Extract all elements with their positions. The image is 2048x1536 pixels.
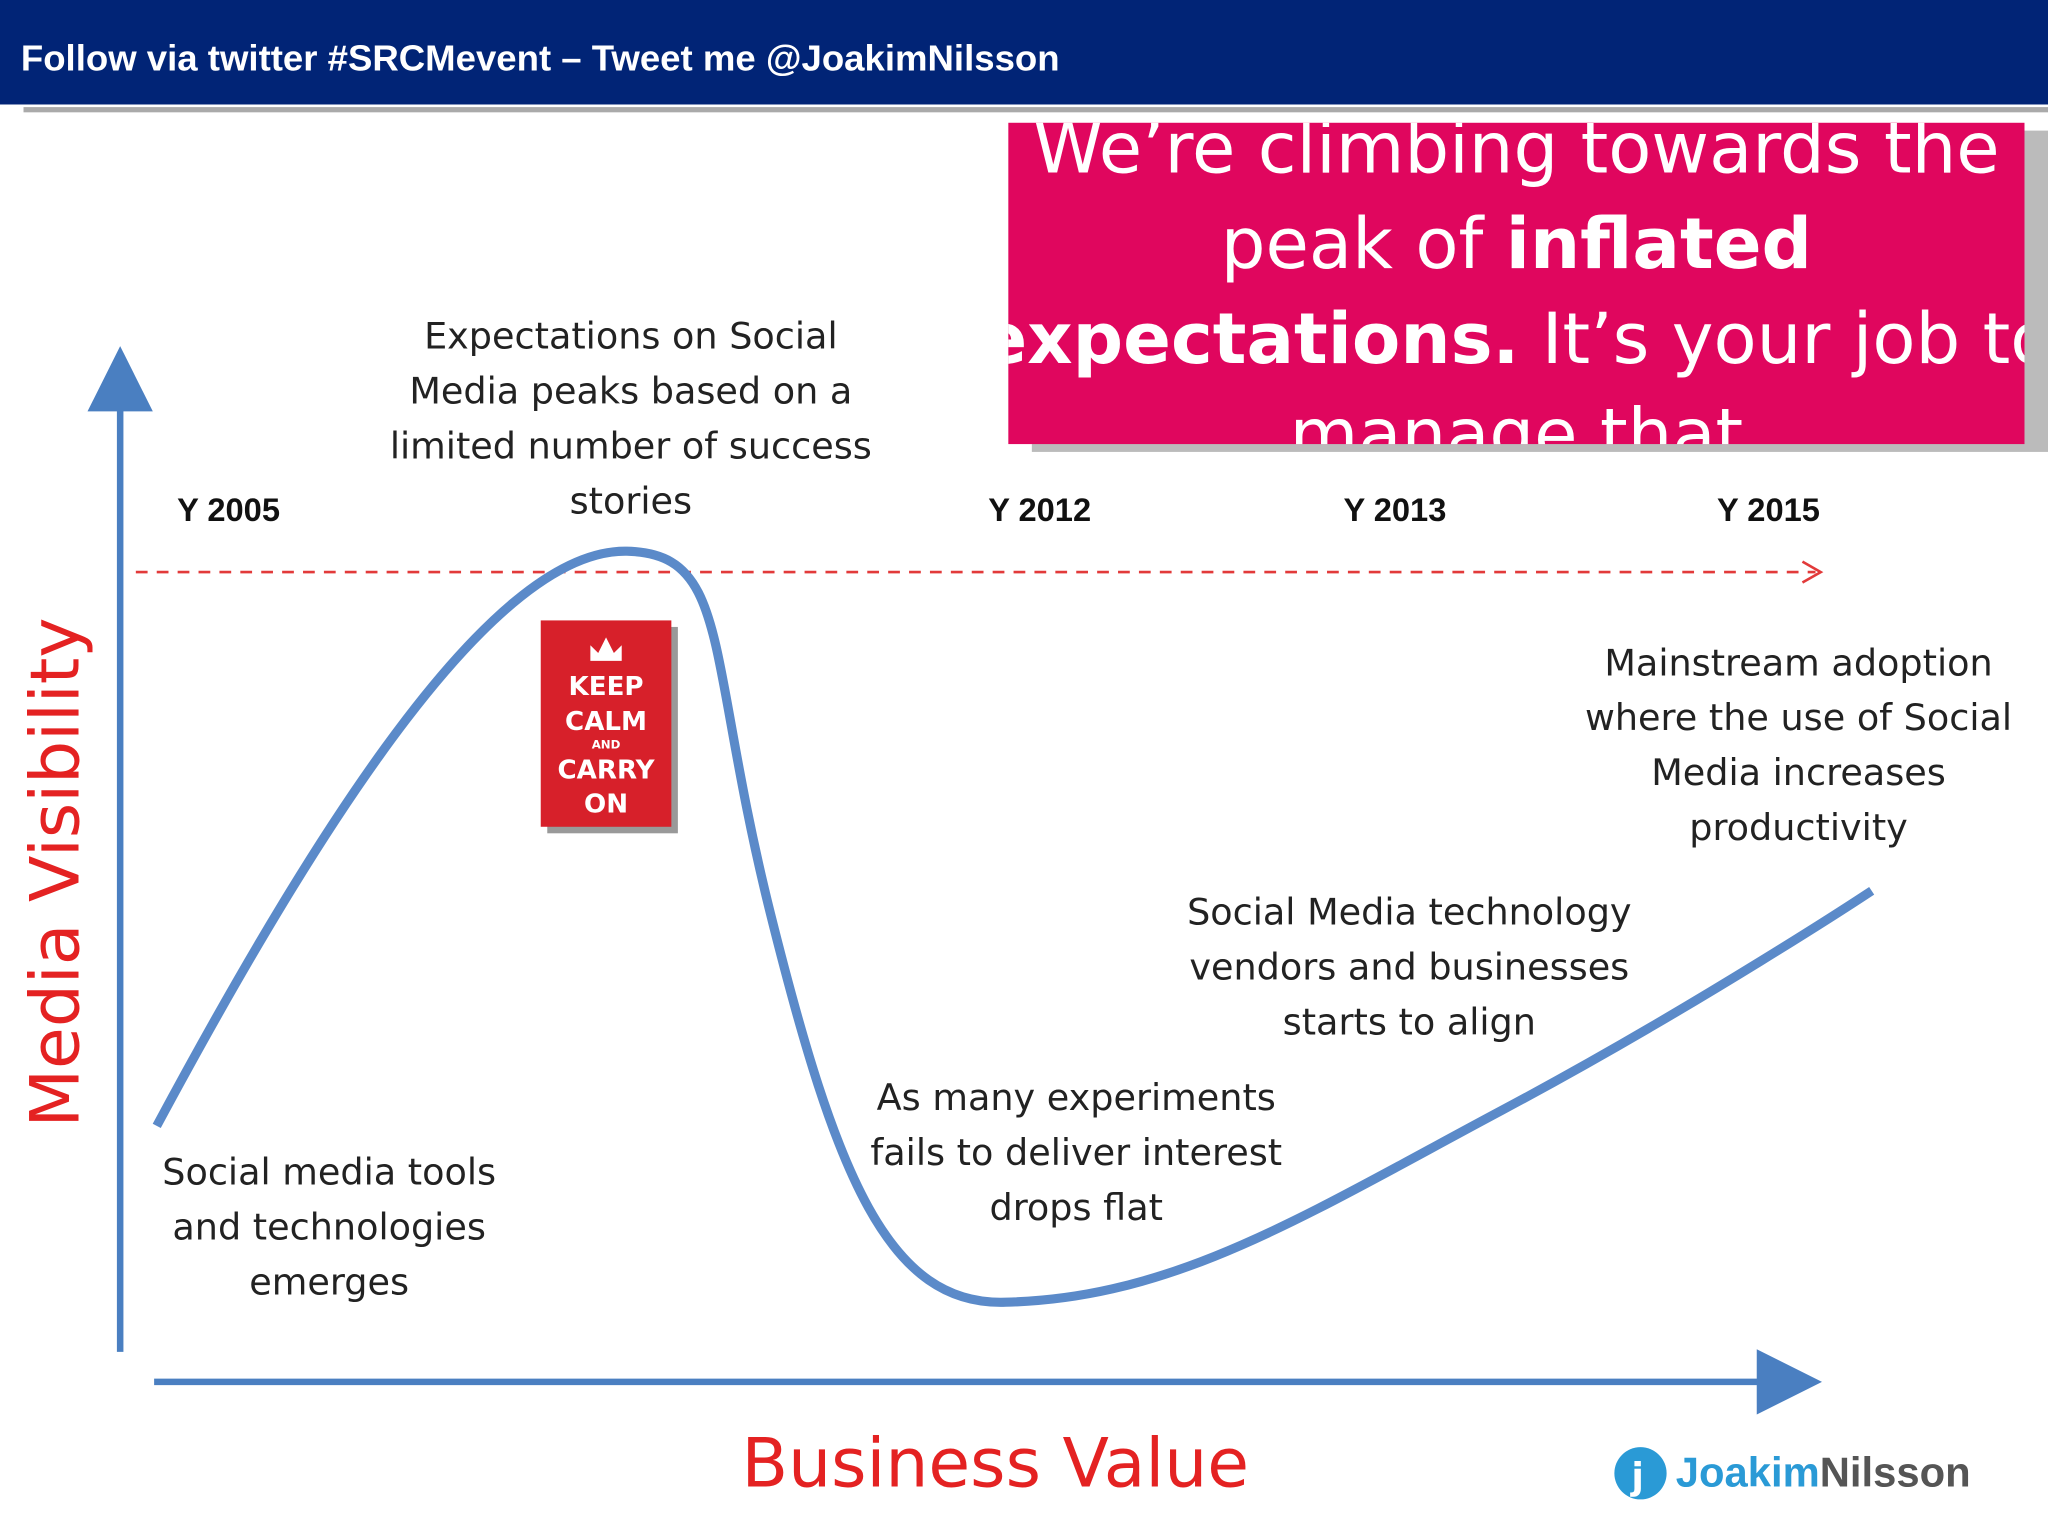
x-axis-label: Business Value	[742, 1424, 1250, 1503]
poster-line: CALM	[565, 707, 647, 737]
annotation-line: stories	[570, 479, 693, 522]
annotation-line: drops flat	[990, 1186, 1163, 1229]
callout-segment: peak of	[1221, 203, 1506, 285]
callout-segment: We’re climbing towards the	[1033, 107, 2000, 189]
callout-segment: inflated	[1506, 203, 1812, 285]
header-bar	[0, 0, 2048, 105]
annotation-line: limited number of success	[390, 424, 872, 467]
annotation-line: Social media tools	[162, 1151, 496, 1194]
year-label: Y 2012	[988, 491, 1091, 528]
annotation-line: vendors and businesses	[1189, 946, 1629, 989]
callout-segment: It’s your job to	[1519, 298, 2048, 380]
year-label: Y 2013	[1344, 491, 1447, 528]
timeline-arrow	[1801, 560, 1824, 584]
poster-line: ON	[584, 789, 628, 819]
y-axis-label: Media Visibility	[16, 617, 95, 1127]
annotation-line: where the use of Social	[1585, 696, 2012, 739]
annotation-line: productivity	[1689, 806, 1908, 849]
poster-line: AND	[592, 737, 621, 751]
callout-line: We’re climbing towards the	[1033, 107, 2000, 189]
callout-line: expectations. It’s your job to	[979, 298, 2048, 380]
header-rule	[23, 107, 2048, 113]
year-label: Y 2015	[1717, 491, 1820, 528]
annotation-line: starts to align	[1283, 1000, 1536, 1043]
annotation-line: Media increases	[1651, 751, 1946, 794]
logo-text: JoakimNilsson	[1676, 1448, 1971, 1495]
logo-first: Joakim	[1676, 1448, 1820, 1495]
annotation-line: As many experiments	[877, 1076, 1276, 1119]
annotation-line: and technologies	[172, 1206, 485, 1249]
annotation-line: Social Media technology	[1187, 891, 1631, 934]
annotation-line: emerges	[249, 1260, 409, 1303]
poster-line: CARRY	[558, 755, 656, 785]
callout-line: manage that	[1290, 393, 1744, 475]
poster-line: KEEP	[569, 672, 644, 702]
callout-segment: expectations.	[979, 298, 1519, 380]
logo: j JoakimNilsson	[1614, 1447, 1971, 1500]
callout-text: We’re climbing towards the peak of inflat…	[979, 107, 2048, 475]
annotation-line: Expectations on Social	[424, 315, 838, 358]
annotation-line: Mainstream adoption	[1604, 641, 1992, 684]
logo-last: Nilsson	[1820, 1448, 1971, 1495]
header-title: Follow via twitter #SRCMevent – Tweet me…	[21, 38, 1060, 79]
logo-icon	[1614, 1447, 1667, 1500]
callout-line: peak of inflated	[1221, 203, 1812, 285]
callout-segment: manage that	[1290, 393, 1744, 475]
annotation-line: Media peaks based on a	[409, 370, 852, 413]
year-label: Y 2005	[177, 491, 280, 528]
crown	[590, 637, 622, 661]
logo-letter: j	[1629, 1455, 1644, 1498]
callout-box	[1008, 122, 2025, 445]
hype-curve	[152, 546, 1875, 1307]
annotation-line: fails to deliver interest	[870, 1131, 1282, 1174]
